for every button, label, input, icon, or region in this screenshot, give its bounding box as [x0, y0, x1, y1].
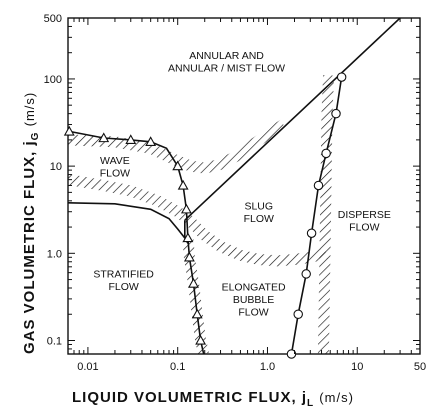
circle-marker — [331, 108, 341, 119]
transition-band-6 — [67, 174, 328, 267]
boundary-line-3 — [184, 17, 401, 221]
x-tick-label: 1.0 — [260, 361, 275, 373]
circle-marker — [336, 72, 347, 82]
x-tick-label: 0.1 — [170, 361, 185, 373]
y-tick-label: 0.1 — [47, 335, 62, 347]
triangle-marker — [145, 136, 157, 146]
transition-band-8 — [317, 75, 335, 355]
circle-marker — [286, 349, 297, 359]
x-tick-label: 50 — [414, 361, 426, 373]
triangle-marker — [183, 251, 195, 262]
plot-frame — [67, 17, 421, 355]
x-tick-label: 10 — [351, 361, 363, 373]
circle-marker — [306, 228, 317, 238]
circle-marker — [313, 180, 324, 191]
circle-marker — [321, 148, 331, 159]
transition-band-5 — [67, 119, 287, 174]
triangle-marker — [125, 134, 137, 145]
region-label: WAVE FLOW — [100, 155, 130, 180]
triangle-marker — [180, 203, 192, 214]
triangle-marker — [63, 125, 75, 136]
x-tick-label: 0.01 — [77, 361, 98, 373]
region-labels: ANNULAR AND ANNULAR / MIST FLOW WAVE FLOW SL… — [93, 50, 391, 319]
y-axis-label: GAS VOLUMETRIC FLUX, jG (m/s) — [21, 92, 41, 354]
triangle-marker — [177, 179, 189, 190]
triangle-marker — [191, 308, 203, 319]
region-label: DISPERSE FLOW — [338, 209, 391, 234]
y-tick-label: 500 — [44, 13, 62, 25]
data-markers — [63, 72, 347, 359]
region-label: STRATIFIED FLOW — [93, 268, 154, 293]
region-label: SLUG FLOW — [244, 200, 274, 225]
y-tick-label: 1.0 — [47, 248, 62, 260]
triangle-marker — [195, 334, 207, 345]
triangle-marker — [98, 132, 110, 143]
x-axis-label: LIQUID VOLUMETRIC FLUX, jL (m/s) — [72, 389, 354, 409]
region-label: ELONGATED BUBBLE FLOW — [222, 281, 286, 318]
triangle-marker — [188, 277, 199, 288]
boundary-line-1 — [290, 76, 343, 355]
triangle-marker — [172, 160, 184, 171]
triangle-marker — [182, 232, 194, 243]
y-tick-label: 10 — [50, 161, 62, 173]
circle-marker — [293, 309, 303, 319]
circle-marker — [301, 269, 311, 279]
region-label: ANNULAR AND ANNULAR / MIST FLOW — [168, 50, 285, 75]
axis-ticks: 0.01 0.1 1.0 10 50 0.1 1.0 10 100 500 — [44, 13, 426, 373]
y-tick-label: 100 — [44, 74, 62, 86]
